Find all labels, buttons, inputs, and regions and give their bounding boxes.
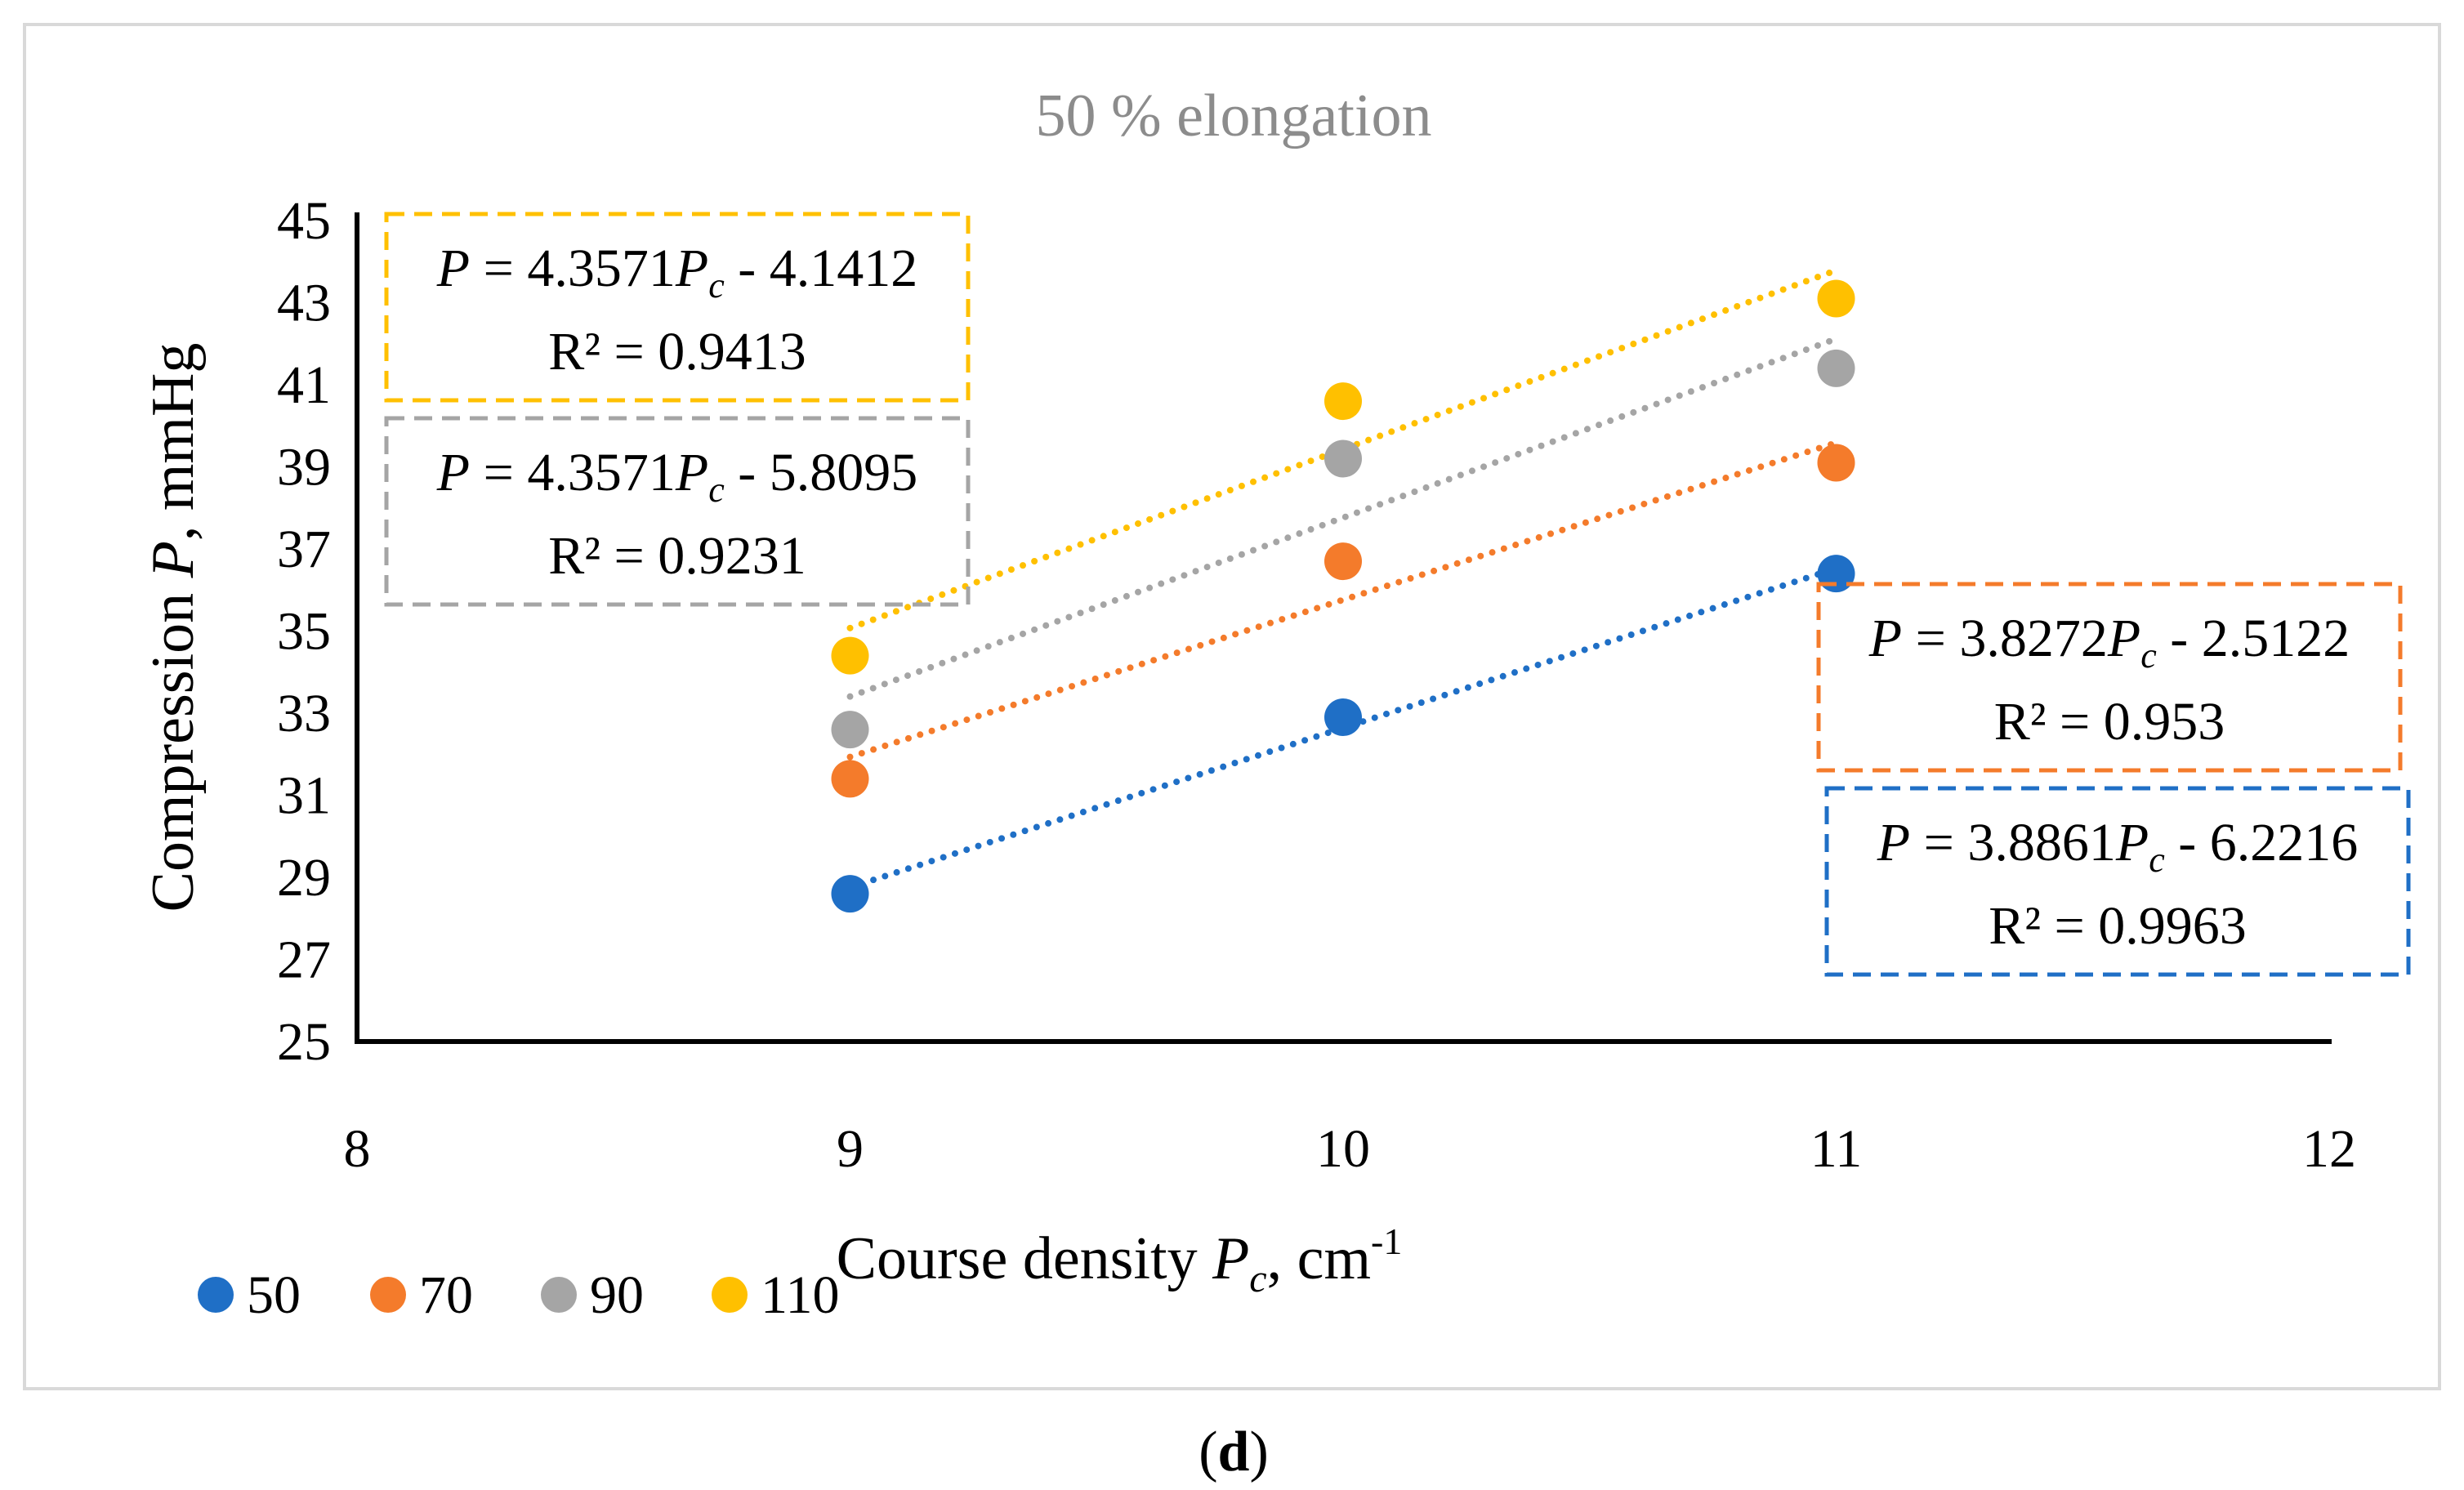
chart-title: 50 % elongation	[1035, 83, 1431, 149]
equation-110-r2: R² = 0.9413	[548, 322, 806, 381]
equation-box-110-border	[384, 212, 971, 403]
eq-50-var: P	[2115, 813, 2149, 872]
x-title-prefix: Course density	[837, 1225, 1212, 1292]
y-tick-label-41: 41	[277, 355, 331, 415]
point-70-10	[1324, 542, 1362, 581]
eq-70-rest: - 2.5122	[2157, 609, 2350, 668]
x-title-unit: , cm	[1267, 1225, 1371, 1292]
eq-70-var: P	[2107, 609, 2140, 668]
equation-box-70: P = 3.8272Pc - 2.5122 R² = 0.953	[1816, 582, 2403, 773]
equation-box-50-border	[1824, 786, 2411, 977]
y-tick-label-43: 43	[277, 274, 331, 333]
x-title-var: P	[1212, 1225, 1249, 1292]
eq-90-sub: c	[708, 470, 725, 510]
y-tick-labels: 25 27 29 31 33 35 37 39 41 43 45	[277, 191, 331, 1072]
y-tick-label-37: 37	[277, 520, 331, 579]
data-points	[831, 279, 1855, 913]
y-tick-label-31: 31	[277, 766, 331, 826]
point-110-9	[831, 636, 869, 675]
equation-90-r2: R² = 0.9231	[548, 526, 806, 586]
legend-label-90: 90	[590, 1265, 644, 1325]
equation-box-90-border	[384, 416, 971, 607]
x-tick-label-11: 11	[1810, 1119, 1863, 1179]
legend-marker-90	[541, 1277, 577, 1313]
equation-50-formula: P = 3.8861Pc - 6.2216	[1877, 813, 2358, 880]
x-tick-labels: 8 9 10 11 12	[344, 1119, 2357, 1179]
x-tick-label-9: 9	[837, 1119, 864, 1179]
eq-70-coef: = 3.8272	[1902, 609, 2108, 668]
eq-90-var: P	[675, 443, 708, 502]
equation-90-formula: P = 4.3571Pc - 5.8095	[436, 443, 917, 510]
legend-marker-50	[198, 1277, 234, 1313]
eq-110-sub: c	[708, 265, 725, 306]
x-title-sup: -1	[1371, 1220, 1402, 1262]
equation-box-50: P = 3.8861Pc - 6.2216 R² = 0.9963	[1824, 786, 2411, 977]
panel-label-close: )	[1249, 1421, 1268, 1483]
legend-marker-110	[712, 1277, 748, 1313]
x-tick-label-12: 12	[2302, 1119, 2356, 1179]
trendline-90	[846, 335, 1840, 700]
y-title-suffix: , mmHg	[140, 343, 207, 542]
y-tick-label-25: 25	[277, 1012, 331, 1072]
y-tick-label-29: 29	[277, 848, 331, 908]
eq-70-lhs: P	[1868, 609, 1902, 668]
eq-90-lhs: P	[436, 443, 470, 502]
eq-110-coef: = 4.3571	[470, 239, 676, 298]
y-tick-label-27: 27	[277, 930, 331, 990]
x-title-sub: c	[1249, 1257, 1266, 1300]
x-axis-title: Course density Pc, cm-1	[837, 1220, 1403, 1300]
legend-label-70: 70	[419, 1265, 473, 1325]
equation-110-formula: P = 4.3571Pc - 4.1412	[436, 239, 917, 306]
y-axis-title: Compression P, mmHg	[140, 343, 207, 912]
chart-frame	[23, 23, 2441, 1390]
eq-50-sub: c	[2149, 840, 2165, 880]
panel-label: (d)	[1199, 1421, 1269, 1483]
eq-50-lhs: P	[1877, 813, 1910, 872]
legend: 50 70 90 110	[198, 1265, 840, 1325]
point-90-11	[1817, 349, 1855, 387]
equation-box-110: P = 4.3571Pc - 4.1412 R² = 0.9413	[384, 212, 971, 403]
eq-90-coef: = 4.3571	[470, 443, 676, 502]
panel-label-open: (	[1199, 1421, 1217, 1483]
point-110-11	[1817, 279, 1855, 318]
equation-70-formula: P = 3.8272Pc - 2.5122	[1868, 609, 2350, 676]
eq-90-rest: - 5.8095	[725, 443, 917, 502]
eq-110-rest: - 4.1412	[725, 239, 917, 298]
y-title-var: P	[140, 541, 207, 578]
y-tick-label-33: 33	[277, 684, 331, 743]
eq-50-coef: = 3.8861	[1910, 813, 2116, 872]
point-50-9	[831, 875, 869, 913]
x-tick-label-10: 10	[1316, 1119, 1370, 1179]
legend-label-110: 110	[761, 1265, 840, 1325]
equation-box-90: P = 4.3571Pc - 5.8095 R² = 0.9231	[384, 416, 971, 607]
equation-box-70-border	[1816, 582, 2403, 773]
panel-label-letter: d	[1218, 1421, 1250, 1483]
y-tick-label-39: 39	[277, 438, 331, 497]
point-70-9	[831, 760, 869, 798]
eq-110-var: P	[675, 239, 708, 298]
point-110-10	[1324, 382, 1362, 421]
point-50-11	[1817, 555, 1855, 593]
point-90-9	[831, 711, 869, 749]
trendline-50	[846, 564, 1840, 891]
point-70-11	[1817, 444, 1855, 482]
equation-70-r2: R² = 0.953	[1994, 692, 2225, 752]
y-tick-label-45: 45	[277, 191, 331, 251]
equation-50-r2: R² = 0.9963	[1989, 896, 2247, 956]
x-tick-label-8: 8	[344, 1119, 371, 1179]
y-tick-label-35: 35	[277, 602, 331, 662]
point-90-10	[1324, 439, 1362, 478]
eq-70-sub: c	[2140, 636, 2157, 676]
eq-110-lhs: P	[436, 239, 470, 298]
point-50-10	[1324, 698, 1362, 737]
legend-label-50: 50	[247, 1265, 301, 1325]
legend-marker-70	[370, 1277, 406, 1313]
y-title-prefix: Compression	[140, 578, 207, 912]
eq-50-rest: - 6.2216	[2165, 813, 2358, 872]
trendline-70	[846, 439, 1840, 761]
